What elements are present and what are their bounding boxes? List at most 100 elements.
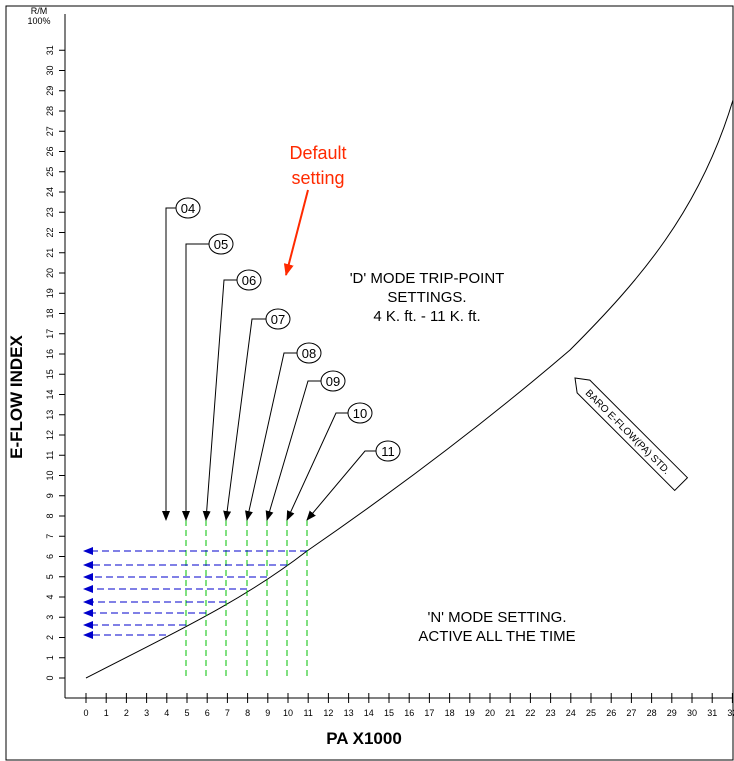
- y-tick-label-10: 10: [45, 470, 55, 480]
- default-note-line1: Default: [289, 143, 346, 163]
- y-tick-label-6: 6: [45, 554, 55, 559]
- x-tick-label-15: 15: [384, 708, 394, 718]
- y-tick-label-13: 13: [45, 410, 55, 420]
- x-tick-label-30: 30: [687, 708, 697, 718]
- x-tick-label-26: 26: [606, 708, 616, 718]
- y-axis-title: E-FLOW INDEX: [7, 334, 26, 458]
- blue-index-arrows: [83, 547, 307, 639]
- x-tick-label-4: 4: [164, 708, 169, 718]
- y-tick-label-21: 21: [45, 248, 55, 258]
- x-tick-label-9: 9: [265, 708, 270, 718]
- callout-label-09: 09: [326, 374, 340, 389]
- x-tick-label-13: 13: [344, 708, 354, 718]
- d-mode-line1: 'D' MODE TRIP-POINT: [350, 270, 505, 287]
- y-tick-label-12: 12: [45, 430, 55, 440]
- y-tick-label-24: 24: [45, 187, 55, 197]
- baro-e-flow-curve: [85, 99, 734, 679]
- callout-05: 05: [182, 233, 234, 521]
- x-tick-label-32: 32: [727, 708, 734, 718]
- y-tick-label-23: 23: [45, 207, 55, 217]
- x-tick-label-24: 24: [566, 708, 576, 718]
- x-tick-label-29: 29: [667, 708, 677, 718]
- x-tick-label-3: 3: [144, 708, 149, 718]
- y-tick-label-27: 27: [45, 126, 55, 136]
- default-note-arrow: [283, 189, 309, 276]
- x-tick-label-31: 31: [707, 708, 717, 718]
- x-tick-label-27: 27: [626, 708, 636, 718]
- callout-04: 04: [162, 197, 201, 521]
- diagram-frame: [5, 5, 734, 761]
- x-tick-label-2: 2: [124, 708, 129, 718]
- callout-label-06: 06: [242, 273, 256, 288]
- x-tick-label-8: 8: [245, 708, 250, 718]
- y-tick-label-15: 15: [45, 369, 55, 379]
- callout-label-08: 08: [302, 346, 316, 361]
- y-tick-label-5: 5: [45, 574, 55, 579]
- y-tick-label-20: 20: [45, 268, 55, 278]
- callout-10: 10: [286, 402, 373, 521]
- n-mode-line1: 'N' MODE SETTING.: [427, 609, 566, 626]
- x-tick-label-11: 11: [304, 708, 313, 718]
- x-tick-label-1: 1: [104, 708, 109, 718]
- y-tick-label-0: 0: [45, 675, 55, 680]
- x-tick-label-25: 25: [586, 708, 596, 718]
- callout-label-07: 07: [271, 312, 285, 327]
- y-tick-label-31: 31: [45, 45, 55, 55]
- callout-11: 11: [306, 440, 401, 521]
- callout-07: 07: [223, 308, 291, 521]
- x-tick-label-22: 22: [525, 708, 535, 718]
- callout-09: 09: [265, 370, 346, 521]
- d-mode-line2: SETTINGS.: [387, 289, 466, 306]
- y-axis-top-label-line1: R/M: [31, 6, 48, 16]
- y-tick-label-4: 4: [45, 594, 55, 599]
- curve-label-tag: BARO E-FLOW(PA) STD.: [574, 377, 689, 492]
- x-tick-label-5: 5: [184, 708, 189, 718]
- y-axis-top-label-line2: 100%: [27, 16, 50, 26]
- d-mode-line3: 4 K. ft. - 11 K. ft.: [373, 308, 480, 325]
- y-tick-label-30: 30: [45, 65, 55, 75]
- x-tick-label-10: 10: [283, 708, 293, 718]
- x-tick-label-21: 21: [505, 708, 515, 718]
- y-tick-label-9: 9: [45, 493, 55, 498]
- green-pa-lines: [185, 520, 308, 678]
- y-tick-label-16: 16: [45, 349, 55, 359]
- n-mode-line2: ACTIVE ALL THE TIME: [418, 628, 575, 645]
- y-tick-label-25: 25: [45, 167, 55, 177]
- callout-label-11: 11: [381, 444, 395, 459]
- x-tick-label-18: 18: [445, 708, 455, 718]
- y-tick-label-11: 11: [45, 451, 55, 460]
- y-tick-label-14: 14: [45, 389, 55, 399]
- y-tick-label-7: 7: [45, 534, 55, 539]
- callout-label-05: 05: [214, 237, 228, 252]
- x-tick-label-7: 7: [225, 708, 230, 718]
- curve-label: BARO E-FLOW(PA) STD.: [583, 388, 672, 477]
- callout-06: 06: [202, 269, 262, 521]
- y-tick-label-18: 18: [45, 308, 55, 318]
- default-note-line2: setting: [291, 168, 344, 188]
- y-tick-label-29: 29: [45, 86, 55, 96]
- x-tick-label-14: 14: [364, 708, 374, 718]
- y-tick-label-3: 3: [45, 615, 55, 620]
- x-tick-label-0: 0: [83, 708, 88, 718]
- y-tick-label-19: 19: [45, 288, 55, 298]
- x-tick-label-23: 23: [546, 708, 556, 718]
- x-tick-label-19: 19: [465, 708, 475, 718]
- y-tick-label-8: 8: [45, 513, 55, 518]
- y-tick-label-2: 2: [45, 635, 55, 640]
- x-tick-label-12: 12: [323, 708, 333, 718]
- y-tick-label-26: 26: [45, 146, 55, 156]
- y-axis-ticks: 0123456789101112131415161718192021222324…: [45, 45, 65, 681]
- callout-label-04: 04: [181, 201, 195, 216]
- x-tick-label-28: 28: [647, 708, 657, 718]
- x-tick-label-6: 6: [205, 708, 210, 718]
- y-tick-label-22: 22: [45, 227, 55, 237]
- y-tick-label-28: 28: [45, 106, 55, 116]
- x-axis-ticks: 0 1 2 3 4 5 6 7 8 9 10 11 12 13 14 15 16 17 18 19 20 21 22 23 24…: [83, 693, 734, 718]
- setting-callouts: 04 05 06 07 08 09 10: [162, 197, 401, 521]
- y-tick-label-17: 17: [45, 329, 55, 339]
- callout-label-10: 10: [353, 406, 367, 421]
- x-axis-title: PA X1000: [326, 729, 402, 748]
- x-tick-label-16: 16: [404, 708, 414, 718]
- x-tick-label-17: 17: [424, 708, 434, 718]
